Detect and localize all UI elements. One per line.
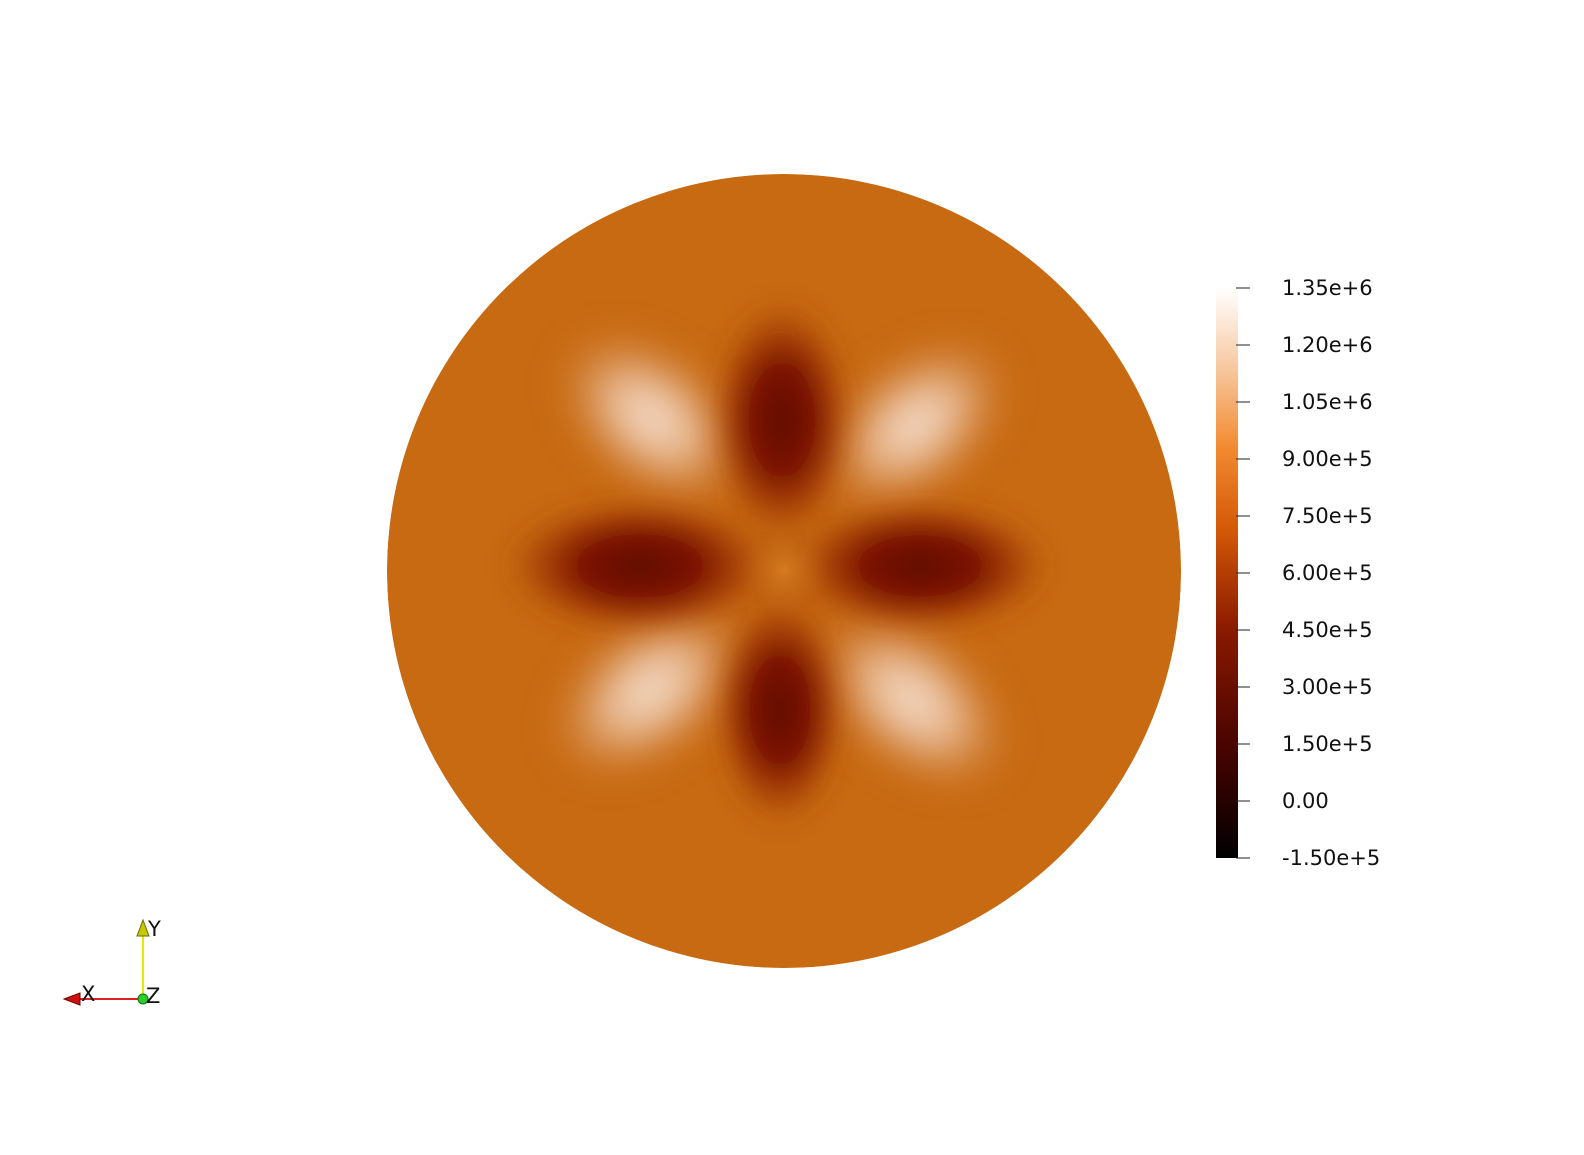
low-lobes (500, 295, 1055, 830)
x-axis-arrow (62, 992, 81, 1006)
colorbar (1216, 287, 1250, 859)
y-axis-arrow (136, 918, 150, 937)
colorbar-tick-label: 6.00e+5 (1282, 561, 1373, 585)
low-lobe-top (707, 295, 857, 545)
colorbar-ticks (1236, 287, 1250, 859)
center-spot (739, 525, 829, 615)
colorbar-tick-label: 0.00 (1282, 789, 1329, 813)
low-lobe-bottom (710, 590, 850, 830)
high-lobes (549, 329, 1011, 792)
colorbar-tick-label: 1.50e+5 (1282, 732, 1373, 756)
high-lobe-lower-right (813, 608, 1011, 792)
colorbar-tick-label: 7.50e+5 (1282, 504, 1373, 528)
orientation-axes (62, 918, 150, 1006)
colorbar-tick-label: 9.00e+5 (1282, 447, 1373, 471)
colorbar-tick-label: 1.35e+6 (1282, 276, 1373, 300)
low-lobe-right (785, 496, 1055, 636)
colorbar-tick-label: 1.20e+6 (1282, 333, 1373, 357)
high-lobe-upper-left (556, 329, 748, 507)
colorbar-tick-label: 1.05e+6 (1282, 390, 1373, 414)
y-axis-label: Y (148, 917, 161, 941)
z-axis-label: Z (146, 984, 161, 1008)
low-lobe-left (500, 494, 780, 638)
field-disc (387, 174, 1181, 968)
z-axis-dot (137, 993, 149, 1005)
colorbar-tick-label: 3.00e+5 (1282, 675, 1373, 699)
colorbar-tick-label: -1.50e+5 (1282, 846, 1381, 870)
colorbar-tick-label: 4.50e+5 (1282, 618, 1373, 642)
high-lobe-upper-right (820, 337, 1010, 513)
colorbar-gradient (1216, 288, 1238, 858)
x-axis-label: X (81, 982, 96, 1006)
high-lobe-lower-left (549, 600, 751, 780)
